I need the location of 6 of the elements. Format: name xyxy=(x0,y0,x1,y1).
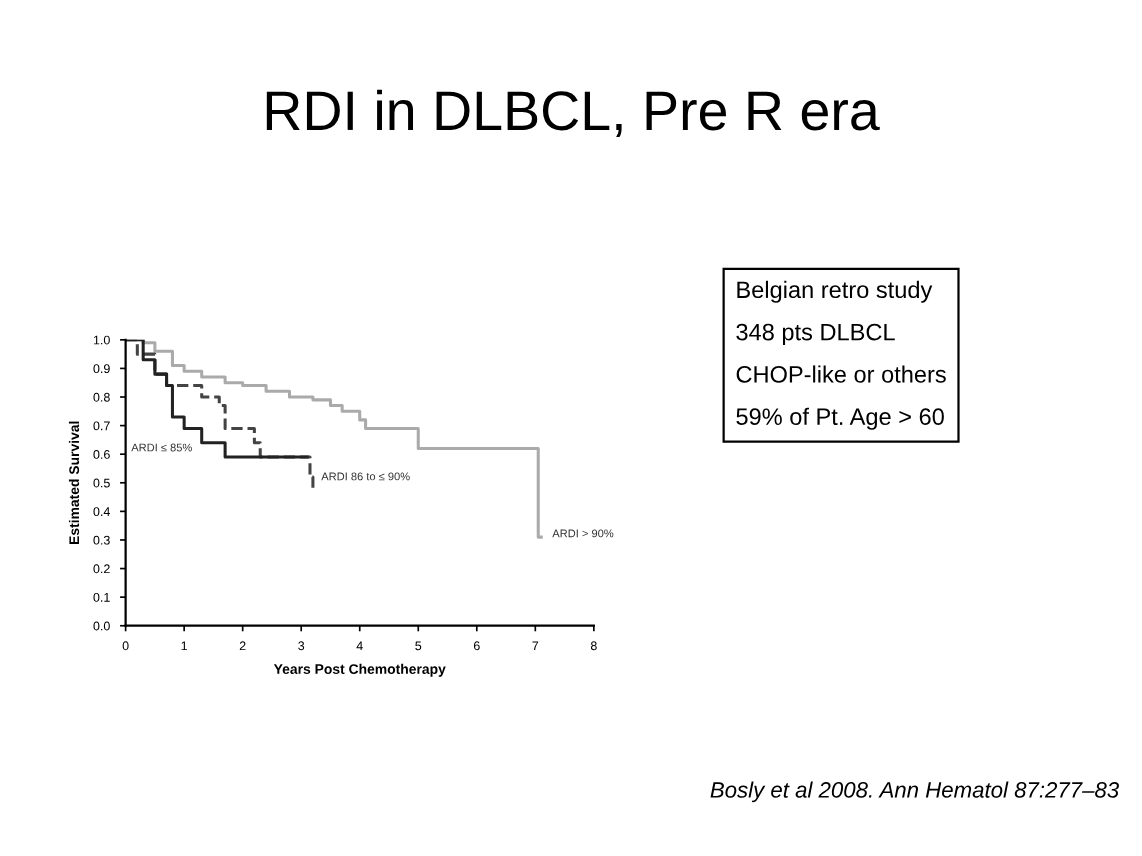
text: CHOP-like or others xyxy=(736,365,946,383)
text: 59% of Pt. Age > 60 xyxy=(736,407,944,430)
text: 348 pts DLBCL xyxy=(736,323,895,346)
chart-title: RDI in DLBCL, Pre R era xyxy=(266,89,880,138)
text: Belgian retro study xyxy=(737,280,933,303)
text: Bosly et al 2008. Ann Hematol 87:277–83 xyxy=(710,781,1119,803)
